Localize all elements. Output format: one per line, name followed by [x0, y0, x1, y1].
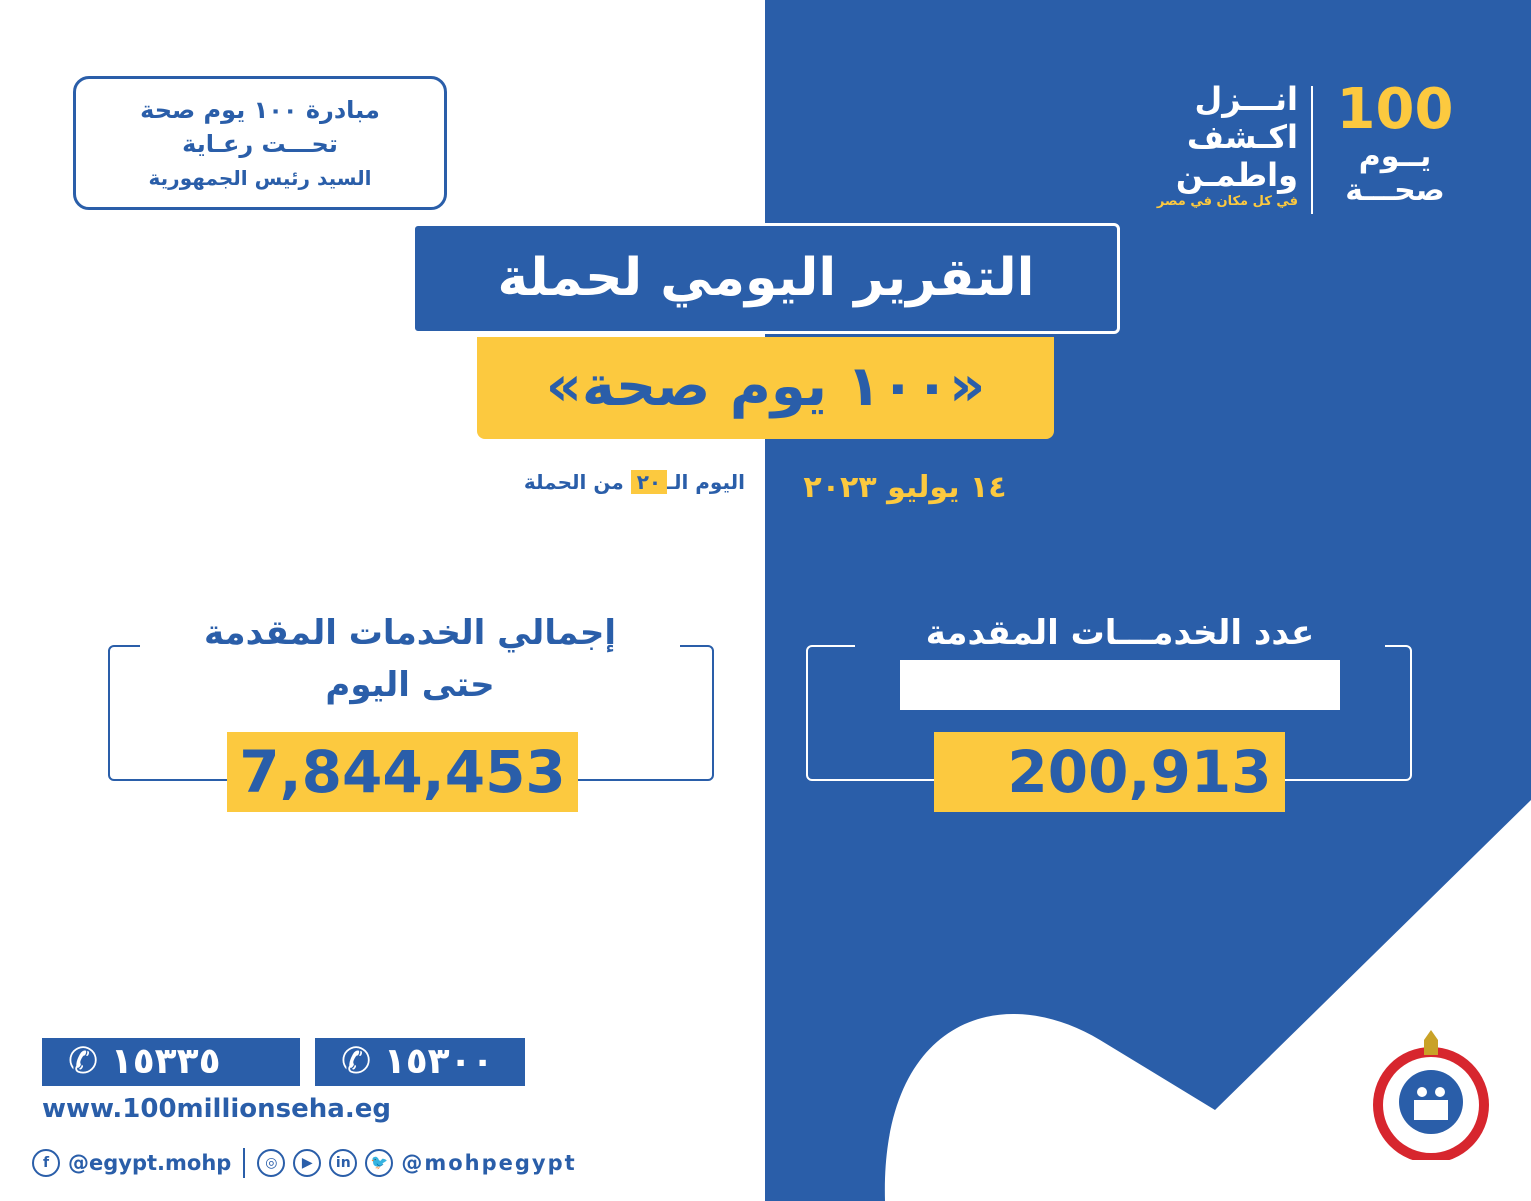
initiative-line1: مبادرة ١٠٠ يوم صحة	[140, 96, 380, 124]
day-prefix: اليوم الـ	[667, 470, 745, 494]
logo-tagline: في كل مكان في مصر	[1156, 194, 1298, 209]
phone-icon: ✆	[341, 1041, 372, 1082]
initiative-box: مبادرة ١٠٠ يوم صحة تحـــت رعـاية السيد ر…	[73, 76, 447, 210]
social-handle[interactable]: @mohpegypt	[401, 1151, 577, 1175]
social-bar: f @egypt.mohp ◎ ▶ in 🐦 @mohpegypt	[32, 1148, 577, 1178]
ministry-logo	[1373, 1030, 1489, 1160]
facebook-icon[interactable]: f	[32, 1149, 60, 1177]
total-label2: حتى اليوم	[200, 660, 620, 710]
phone-icon: ✆	[68, 1041, 99, 1082]
report-title: التقرير اليومي لحملة	[412, 223, 1120, 334]
logo-number: 100	[1336, 77, 1454, 142]
day-number: ٢٠	[630, 470, 668, 494]
instagram-icon[interactable]: ◎	[257, 1149, 286, 1177]
day-suffix: من الحملة	[523, 470, 624, 494]
website-link[interactable]: www.100millionseha.eg	[42, 1094, 391, 1124]
today-label2: اليوم	[900, 660, 1340, 710]
hotline-2[interactable]: ✆ ١٥٣٠٠	[315, 1038, 525, 1086]
hotline-number: ١٥٣٠٠	[383, 1041, 494, 1082]
initiative-line3: السيد رئيس الجمهورية	[148, 166, 372, 190]
logo-divider	[1311, 86, 1313, 214]
report-date: ١٤ يوليو ٢٠٢٣	[803, 470, 1007, 505]
total-value: 7,844,453	[227, 732, 578, 812]
campaign-day: اليوم الـ٢٠ من الحملة	[495, 470, 745, 494]
initiative-line2: تحـــت رعـاية	[182, 130, 338, 158]
total-label1: إجمالي الخدمات المقدمة	[140, 608, 680, 658]
divider	[243, 1148, 246, 1178]
hotline-number: ١٥٣٣٥	[110, 1041, 221, 1082]
today-value: 200,913	[934, 732, 1285, 812]
logo-brand1: يــوم	[1358, 139, 1432, 174]
today-label1: عدد الخدمـــات المقدمة	[855, 608, 1385, 658]
logo-slogan2: اكـشف	[1186, 118, 1298, 156]
linkedin-icon[interactable]: in	[329, 1149, 358, 1177]
facebook-handle[interactable]: @egypt.mohp	[68, 1151, 232, 1175]
logo-slogan1: انـــزل	[1194, 80, 1298, 118]
youtube-icon[interactable]: ▶	[293, 1149, 322, 1177]
logo-slogan3: واطمـن	[1175, 156, 1298, 194]
logo-brand2: صحـــة	[1345, 173, 1445, 208]
hotline-1[interactable]: ✆ ١٥٣٣٥	[42, 1038, 300, 1086]
twitter-icon[interactable]: 🐦	[365, 1149, 394, 1177]
report-subtitle: «١٠٠ يوم صحة»	[477, 337, 1054, 439]
campaign-logo: 100 يــوم صحـــة انـــزل اكـشف واطمـن في…	[1140, 80, 1470, 220]
